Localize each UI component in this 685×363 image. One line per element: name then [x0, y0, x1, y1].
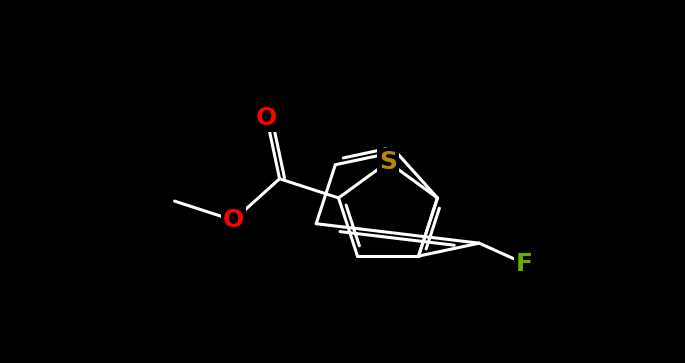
- Text: O: O: [223, 208, 244, 232]
- Text: S: S: [379, 150, 397, 174]
- Text: O: O: [256, 106, 277, 130]
- Text: F: F: [516, 252, 533, 276]
